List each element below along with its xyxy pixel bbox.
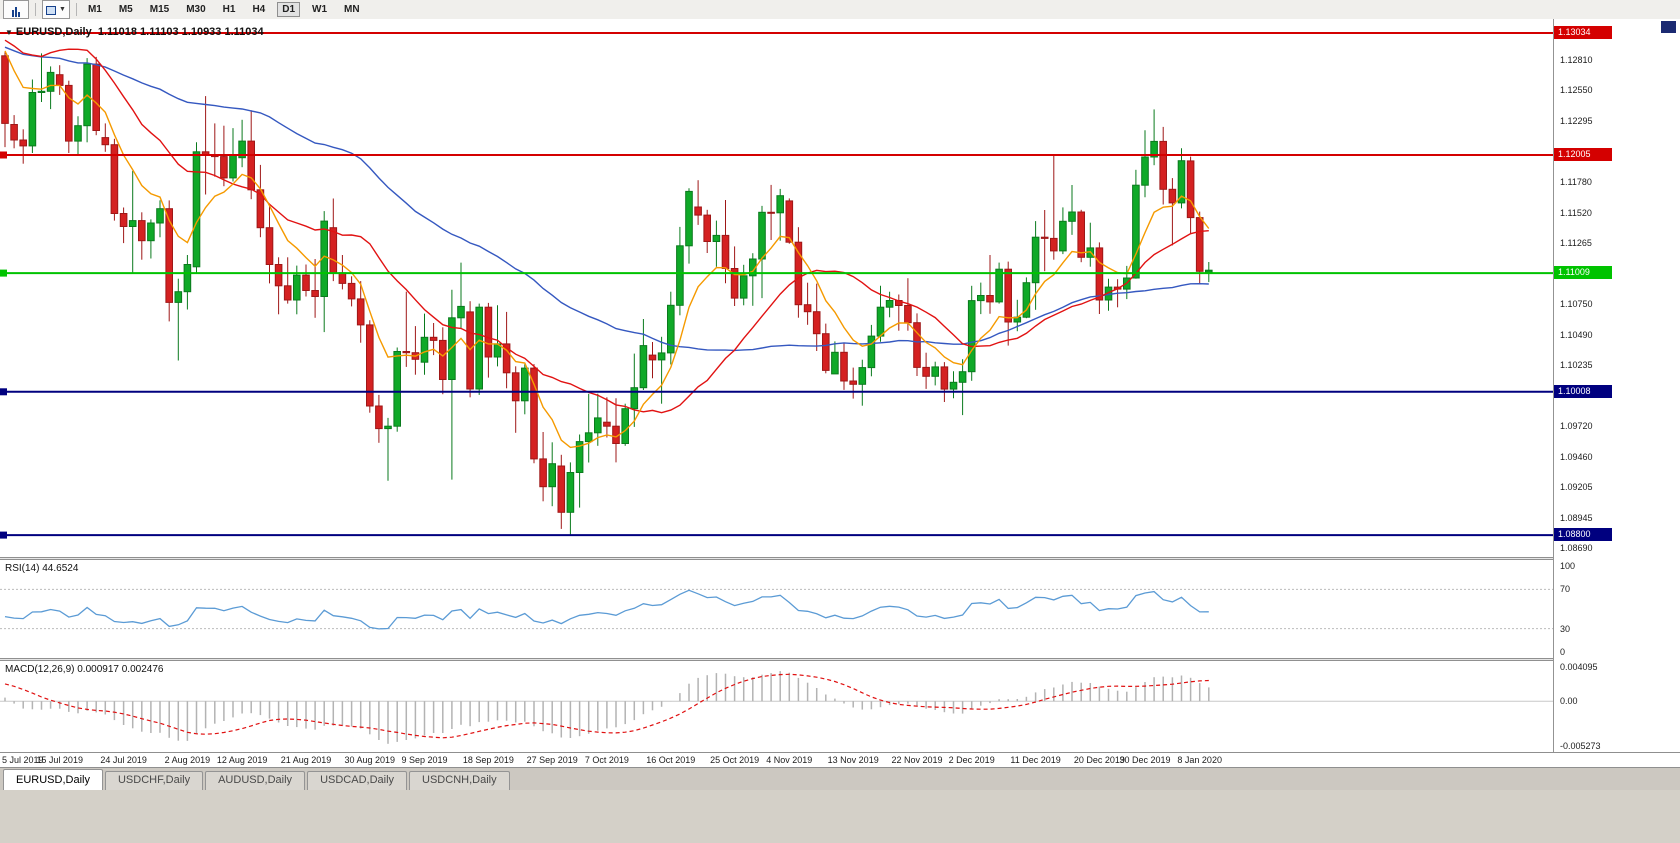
macd-scale-tick: 0.004095 xyxy=(1560,662,1598,672)
price-level-badge: 1.12005 xyxy=(1554,148,1612,161)
toolbar-separator xyxy=(35,3,36,16)
date-tick: 22 Nov 2019 xyxy=(891,755,943,765)
timeframe-mn[interactable]: MN xyxy=(339,2,365,17)
rsi-label: RSI(14) 44.6524 xyxy=(5,563,79,574)
symbol-marker-icon: ▼ xyxy=(5,28,13,37)
price-chart-canvas[interactable] xyxy=(0,19,1553,557)
timeframe-m30[interactable]: M30 xyxy=(181,2,210,17)
chart-tab-usdcnh[interactable]: USDCNH,Daily xyxy=(409,771,510,790)
price-tick: 1.12295 xyxy=(1560,116,1593,126)
chart-style-dropdown[interactable]: ▼ xyxy=(42,0,70,19)
date-tick: 9 Sep 2019 xyxy=(401,755,448,765)
date-tick: 5 Jul 2019 xyxy=(2,755,44,765)
date-tick: 20 Dec 2019 xyxy=(1073,755,1125,765)
main-chart-panel: ▼ EURUSD,Daily 1.11018 1.11103 1.10933 1.… xyxy=(0,19,1553,557)
date-tick: 21 Aug 2019 xyxy=(280,755,332,765)
price-tick: 1.09720 xyxy=(1560,421,1593,431)
scale-corner-marker xyxy=(1661,21,1676,33)
chart-tab-bar: EURUSD,Daily USDCHF,Daily AUDUSD,Daily USDC… xyxy=(0,767,1680,790)
price-tick: 1.11780 xyxy=(1560,177,1592,187)
price-level-badge: 1.11009 xyxy=(1554,266,1612,279)
timeframe-m5[interactable]: M5 xyxy=(114,2,138,17)
chart-style-icon xyxy=(46,6,56,15)
price-tick: 1.10235 xyxy=(1560,360,1593,370)
rsi-scale-tick: 0 xyxy=(1560,647,1566,657)
rsi-scale-tick: 100 xyxy=(1560,561,1576,571)
price-tick: 1.09460 xyxy=(1560,452,1593,462)
bar-glyph xyxy=(12,10,14,17)
price-tick: 1.08945 xyxy=(1560,513,1593,523)
chart-tab-audusd[interactable]: AUDUSD,Daily xyxy=(205,771,306,790)
rsi-scale-tick: 70 xyxy=(1560,584,1571,594)
date-tick: 2 Aug 2019 xyxy=(164,755,211,765)
chart-workspace: ▼ EURUSD,Daily 1.11018 1.11103 1.10933 1.… xyxy=(0,19,1680,767)
price-level-badge: 1.13034 xyxy=(1554,26,1612,39)
date-tick: 2 Dec 2019 xyxy=(948,755,995,765)
price-tick: 1.12550 xyxy=(1560,85,1593,95)
rsi-indicator-canvas[interactable] xyxy=(0,560,1553,658)
date-tick: 13 Nov 2019 xyxy=(827,755,879,765)
timeframe-d1[interactable]: D1 xyxy=(277,2,301,17)
date-tick: 30 Aug 2019 xyxy=(344,755,396,765)
macd-scale-tick: 0.00 xyxy=(1560,696,1578,706)
status-bar xyxy=(0,790,1680,843)
bar-glyph xyxy=(15,7,17,17)
price-level-badge: 1.08800 xyxy=(1554,528,1612,541)
date-tick: 4 Nov 2019 xyxy=(766,755,813,765)
date-tick: 7 Oct 2019 xyxy=(584,755,629,765)
price-tick: 1.11520 xyxy=(1560,208,1592,218)
timeframe-m1[interactable]: M1 xyxy=(83,2,107,17)
date-tick: 11 Dec 2019 xyxy=(1010,755,1061,765)
date-tick: 12 Aug 2019 xyxy=(216,755,268,765)
date-axis[interactable]: 5 Jul 2019 15 Jul 2019 24 Jul 2019 2 Aug 20… xyxy=(0,752,1680,767)
timeframe-m15[interactable]: M15 xyxy=(145,2,174,17)
rsi-scale-tick: 30 xyxy=(1560,624,1571,634)
date-tick: 16 Oct 2019 xyxy=(646,755,696,765)
date-tick: 27 Sep 2019 xyxy=(526,755,578,765)
chart-symbol: EURUSD,Daily xyxy=(15,26,92,38)
date-tick: 8 Jan 2020 xyxy=(1177,755,1222,765)
price-tick: 1.10490 xyxy=(1560,330,1593,340)
date-tick: 15 Jul 2019 xyxy=(36,755,83,765)
chart-tab-eurusd[interactable]: EURUSD,Daily xyxy=(3,769,103,790)
price-scale[interactable]: 1.12810 1.12550 1.12295 1.11780 1.11520 1.112… xyxy=(1553,19,1680,767)
price-level-badge: 1.10008 xyxy=(1554,385,1612,398)
date-tick: 30 Dec 2019 xyxy=(1119,755,1171,765)
price-tick: 1.08690 xyxy=(1560,543,1593,553)
price-tick: 1.11265 xyxy=(1560,238,1592,248)
toolbar: ▼ M1 M5 M15 M30 H1 H4 D1 W1 MN xyxy=(0,0,1680,20)
rsi-panel: RSI(14) 44.6524 xyxy=(0,560,1553,658)
panel-splitter[interactable] xyxy=(0,658,1680,661)
date-tick: 18 Sep 2019 xyxy=(462,755,514,765)
chevron-down-icon: ▼ xyxy=(59,6,66,13)
toolbar-separator xyxy=(75,3,77,16)
bar-glyph xyxy=(18,12,20,17)
chart-window-icon[interactable] xyxy=(3,0,29,19)
macd-label: MACD(12,26,9) 0.000917 0.002476 xyxy=(5,664,164,675)
timeframe-toolbar: M1 M5 M15 M30 H1 H4 D1 W1 MN xyxy=(83,2,365,17)
macd-panel: MACD(12,26,9) 0.000917 0.002476 xyxy=(0,661,1553,752)
price-tick: 1.09205 xyxy=(1560,482,1593,492)
timeframe-w1[interactable]: W1 xyxy=(307,2,332,17)
timeframe-h1[interactable]: H1 xyxy=(218,2,241,17)
macd-scale-tick: -0.005273 xyxy=(1560,741,1601,751)
panel-splitter[interactable] xyxy=(0,557,1680,560)
chart-tab-usdcad[interactable]: USDCAD,Daily xyxy=(307,771,408,790)
macd-indicator-canvas[interactable] xyxy=(0,661,1553,752)
chart-title: ▼ EURUSD,Daily 1.11018 1.11103 1.10933 1.… xyxy=(5,26,264,38)
price-tick: 1.10750 xyxy=(1560,299,1593,309)
chart-ohlc-values: 1.11018 1.11103 1.10933 1.11034 xyxy=(97,26,264,38)
timeframe-h4[interactable]: H4 xyxy=(247,2,270,17)
chart-tab-usdchf[interactable]: USDCHF,Daily xyxy=(104,771,204,790)
price-tick: 1.12810 xyxy=(1560,55,1593,65)
date-tick: 24 Jul 2019 xyxy=(100,755,147,765)
date-tick: 25 Oct 2019 xyxy=(710,755,760,765)
